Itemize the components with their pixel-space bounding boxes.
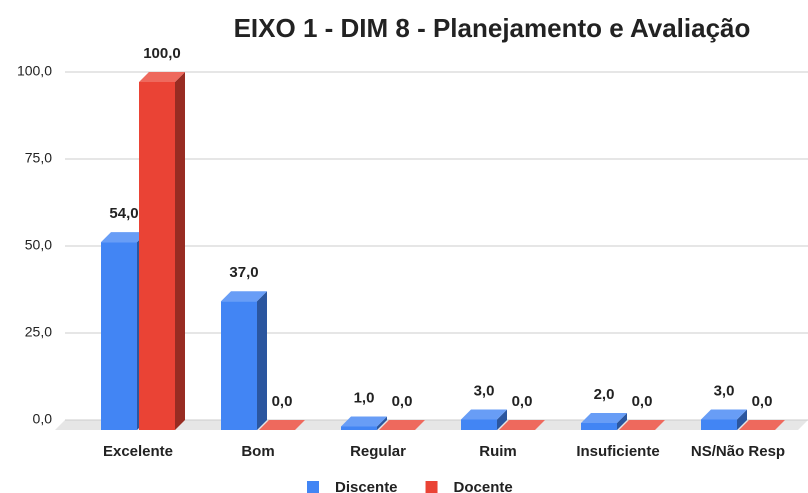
bar-top — [221, 291, 267, 302]
bar-top — [499, 420, 545, 430]
bar-top — [139, 72, 185, 82]
legend-swatch — [307, 481, 319, 493]
data-label: 2,0 — [594, 386, 615, 403]
bar — [739, 420, 785, 430]
x-tick-label: Regular — [350, 443, 406, 460]
data-label: 3,0 — [474, 383, 495, 400]
bar — [499, 420, 545, 430]
bar — [701, 409, 747, 430]
bar — [221, 291, 267, 430]
legend-swatch — [425, 481, 438, 493]
x-tick-label: Insuficiente — [576, 443, 659, 460]
data-label: 100,0 — [143, 45, 181, 62]
chart-title: EIXO 1 - DIM 8 - Planejamento e Avaliaçã… — [234, 13, 751, 43]
y-tick-label: 100,0 — [17, 63, 52, 79]
data-label: 54,0 — [109, 205, 138, 222]
bar — [139, 72, 185, 430]
bar — [461, 409, 507, 430]
bar-front — [101, 242, 137, 430]
data-label: 1,0 — [354, 389, 375, 406]
bar-top — [259, 420, 305, 430]
data-label: 0,0 — [512, 393, 533, 410]
bar-top — [341, 416, 387, 427]
bar-front — [139, 82, 175, 430]
data-label: 0,0 — [392, 393, 413, 410]
bar-top — [379, 420, 425, 430]
bar-top — [619, 420, 665, 430]
bar — [259, 420, 305, 430]
bar-front — [581, 423, 617, 430]
legend-label: Docente — [454, 479, 513, 493]
bar-front — [221, 301, 257, 430]
bar — [341, 416, 387, 430]
bar-side — [737, 409, 747, 430]
bar-top — [461, 409, 507, 420]
legend-label: Discente — [335, 479, 398, 493]
bar-top — [101, 232, 147, 243]
bar-top — [581, 413, 627, 424]
bar — [581, 413, 627, 430]
bar-side — [497, 409, 507, 430]
bar — [379, 420, 425, 430]
x-tick-label: Bom — [241, 443, 274, 460]
bar-front — [461, 419, 497, 430]
x-tick-label: Excelente — [103, 443, 173, 460]
bar-top — [739, 420, 785, 430]
bar-side — [257, 291, 267, 430]
bar-side — [377, 416, 387, 430]
bar-side — [617, 413, 627, 430]
y-tick-label: 25,0 — [25, 324, 52, 340]
bar — [619, 420, 665, 430]
bar-top — [701, 409, 747, 420]
data-label: 0,0 — [632, 393, 653, 410]
x-tick-label: Ruim — [479, 443, 517, 460]
x-tick-label: NS/Não Resp — [691, 443, 785, 460]
bar-front — [701, 419, 737, 430]
bar-front — [341, 426, 377, 430]
data-label: 37,0 — [229, 264, 258, 281]
data-label: 0,0 — [272, 393, 293, 410]
bar-side — [175, 72, 185, 430]
y-tick-label: 0,0 — [33, 411, 53, 427]
y-tick-label: 50,0 — [25, 237, 52, 253]
data-label: 3,0 — [714, 383, 735, 400]
y-tick-label: 75,0 — [25, 150, 52, 166]
data-label: 0,0 — [752, 393, 773, 410]
